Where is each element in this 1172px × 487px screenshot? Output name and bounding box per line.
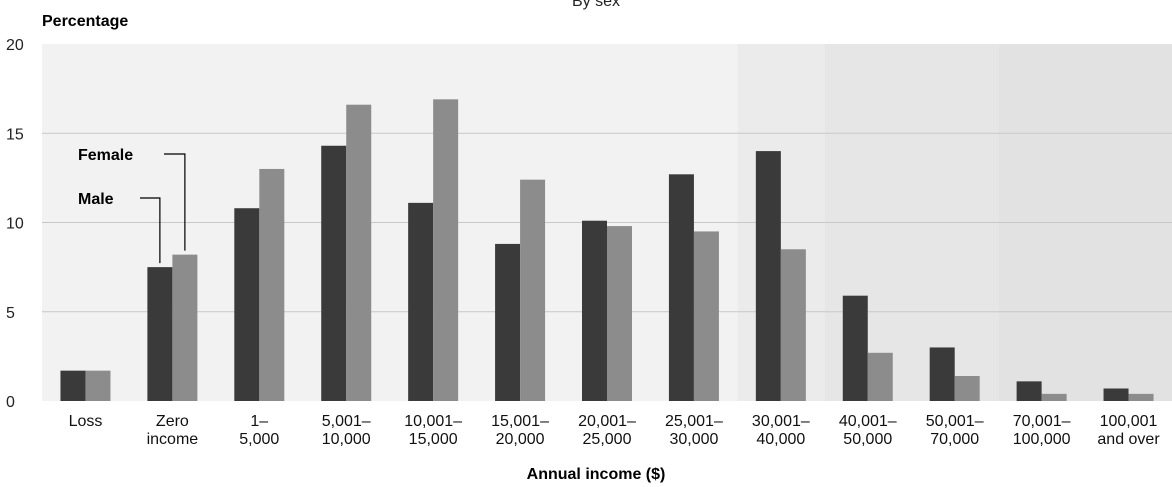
y-tick-labels: 0 5 10 15 20 (6, 37, 24, 411)
y-tick-15: 15 (6, 126, 24, 143)
category-label-12-1: and over (1097, 431, 1160, 448)
category-label-11-1: 100,000 (1013, 431, 1071, 448)
bar-male-2 (234, 208, 260, 401)
category-label-3-1: 10,000 (322, 431, 371, 448)
bar-female-12 (1128, 393, 1154, 401)
x-axis-title: Annual income ($) (527, 466, 666, 483)
bar-male-5 (495, 243, 521, 401)
category-label-0-0: Loss (69, 413, 103, 430)
category-label-8-1: 40,000 (756, 431, 805, 448)
bar-male-0 (60, 370, 86, 401)
bar-female-5 (520, 179, 546, 401)
category-label-10-1: 70,000 (930, 431, 979, 448)
bar-female-8 (780, 249, 806, 401)
bar-male-3 (321, 145, 347, 401)
legend-leader-female (164, 153, 186, 251)
bar-female-3 (346, 104, 372, 401)
bar-female-9 (867, 352, 893, 401)
bar-male-11 (1016, 381, 1042, 401)
category-label-1-0: Zero (156, 413, 189, 430)
category-label-9-1: 50,000 (843, 431, 892, 448)
category-label-11-0: 70,001– (1013, 413, 1071, 430)
chart-subtitle: By sex (572, 0, 620, 10)
y-tick-0: 0 (6, 394, 15, 411)
category-label-5-1: 20,000 (496, 431, 545, 448)
legend-label-female: Female (78, 147, 133, 164)
bar-female-6 (607, 226, 632, 401)
category-label-6-0: 20,001– (578, 413, 636, 430)
category-label-4-1: 15,000 (409, 431, 458, 448)
category-label-2-0: 1– (250, 413, 268, 430)
legend: Female Male (78, 147, 186, 264)
legend-leader-male (140, 197, 161, 264)
bar-female-0 (85, 370, 111, 401)
category-label-9-0: 40,001– (839, 413, 897, 430)
legend-label-male: Male (78, 191, 114, 208)
category-label-6-1: 25,000 (583, 431, 632, 448)
bar-male-12 (1103, 388, 1129, 401)
bar-female-7 (693, 231, 719, 401)
y-tick-5: 5 (6, 305, 15, 322)
y-tick-10: 10 (6, 216, 24, 233)
bar-male-9 (842, 295, 868, 401)
category-label-7-1: 30,000 (669, 431, 718, 448)
bar-female-1 (172, 254, 198, 401)
category-label-5-0: 15,001– (491, 413, 549, 430)
category-label-10-0: 50,001– (926, 413, 984, 430)
category-label-3-0: 5,001– (322, 413, 371, 430)
category-label-7-0: 25,001– (665, 413, 723, 430)
bar-male-10 (929, 347, 955, 401)
category-label-8-0: 30,001– (752, 413, 810, 430)
category-label-12-0: 100,001 (1100, 413, 1158, 430)
bar-male-4 (408, 202, 434, 401)
bar-male-6 (582, 220, 607, 401)
y-axis-title: Percentage (42, 13, 128, 30)
bar-female-11 (1041, 393, 1067, 401)
bar-female-10 (954, 376, 980, 401)
bar-male-7 (668, 174, 694, 401)
bar-male-8 (755, 151, 781, 401)
bar-female-4 (433, 99, 459, 402)
y-tick-20: 20 (6, 37, 24, 54)
bars (60, 99, 1154, 402)
category-label-1-1: income (147, 431, 199, 448)
category-label-2-1: 5,000 (239, 431, 279, 448)
category-label-4-0: 10,001– (404, 413, 462, 430)
bar-male-1 (147, 267, 173, 401)
bar-female-2 (259, 168, 285, 401)
